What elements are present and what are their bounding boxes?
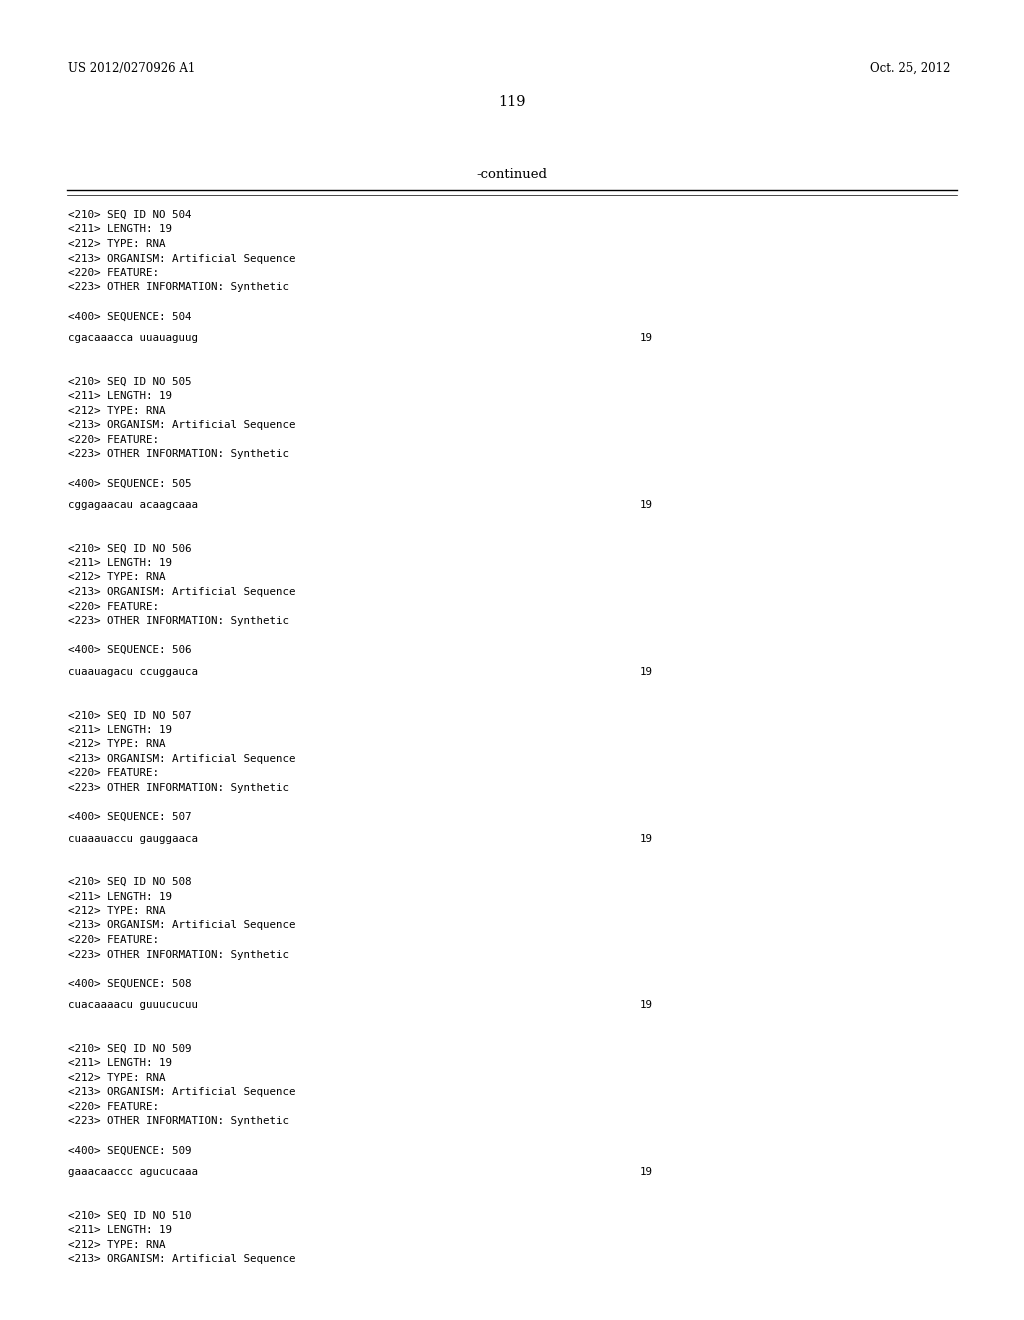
Text: <223> OTHER INFORMATION: Synthetic: <223> OTHER INFORMATION: Synthetic bbox=[68, 616, 289, 626]
Text: <211> LENGTH: 19: <211> LENGTH: 19 bbox=[68, 725, 172, 735]
Text: <213> ORGANISM: Artificial Sequence: <213> ORGANISM: Artificial Sequence bbox=[68, 1088, 296, 1097]
Text: cuaaauaccu gauggaaca: cuaaauaccu gauggaaca bbox=[68, 833, 198, 843]
Text: <210> SEQ ID NO 508: <210> SEQ ID NO 508 bbox=[68, 876, 191, 887]
Text: Oct. 25, 2012: Oct. 25, 2012 bbox=[869, 62, 950, 75]
Text: <211> LENGTH: 19: <211> LENGTH: 19 bbox=[68, 558, 172, 568]
Text: <212> TYPE: RNA: <212> TYPE: RNA bbox=[68, 573, 166, 582]
Text: <213> ORGANISM: Artificial Sequence: <213> ORGANISM: Artificial Sequence bbox=[68, 1254, 296, 1265]
Text: <400> SEQUENCE: 509: <400> SEQUENCE: 509 bbox=[68, 1146, 191, 1155]
Text: -continued: -continued bbox=[476, 168, 548, 181]
Text: <212> TYPE: RNA: <212> TYPE: RNA bbox=[68, 1239, 166, 1250]
Text: <212> TYPE: RNA: <212> TYPE: RNA bbox=[68, 906, 166, 916]
Text: <400> SEQUENCE: 504: <400> SEQUENCE: 504 bbox=[68, 312, 191, 322]
Text: <220> FEATURE:: <220> FEATURE: bbox=[68, 935, 159, 945]
Text: <220> FEATURE:: <220> FEATURE: bbox=[68, 1102, 159, 1111]
Text: 119: 119 bbox=[499, 95, 525, 110]
Text: <223> OTHER INFORMATION: Synthetic: <223> OTHER INFORMATION: Synthetic bbox=[68, 282, 289, 293]
Text: gaaacaaccc agucucaaa: gaaacaaccc agucucaaa bbox=[68, 1167, 198, 1177]
Text: <223> OTHER INFORMATION: Synthetic: <223> OTHER INFORMATION: Synthetic bbox=[68, 949, 289, 960]
Text: <220> FEATURE:: <220> FEATURE: bbox=[68, 602, 159, 611]
Text: <211> LENGTH: 19: <211> LENGTH: 19 bbox=[68, 391, 172, 401]
Text: <223> OTHER INFORMATION: Synthetic: <223> OTHER INFORMATION: Synthetic bbox=[68, 1117, 289, 1126]
Text: <212> TYPE: RNA: <212> TYPE: RNA bbox=[68, 239, 166, 249]
Text: <400> SEQUENCE: 507: <400> SEQUENCE: 507 bbox=[68, 812, 191, 822]
Text: 19: 19 bbox=[640, 1167, 653, 1177]
Text: 19: 19 bbox=[640, 333, 653, 343]
Text: <210> SEQ ID NO 510: <210> SEQ ID NO 510 bbox=[68, 1210, 191, 1221]
Text: <212> TYPE: RNA: <212> TYPE: RNA bbox=[68, 1073, 166, 1082]
Text: 19: 19 bbox=[640, 1001, 653, 1010]
Text: <211> LENGTH: 19: <211> LENGTH: 19 bbox=[68, 224, 172, 235]
Text: cgacaaacca uuauaguug: cgacaaacca uuauaguug bbox=[68, 333, 198, 343]
Text: 19: 19 bbox=[640, 500, 653, 510]
Text: cuaauagacu ccuggauca: cuaauagacu ccuggauca bbox=[68, 667, 198, 677]
Text: <210> SEQ ID NO 507: <210> SEQ ID NO 507 bbox=[68, 710, 191, 721]
Text: <211> LENGTH: 19: <211> LENGTH: 19 bbox=[68, 891, 172, 902]
Text: <400> SEQUENCE: 506: <400> SEQUENCE: 506 bbox=[68, 645, 191, 655]
Text: <213> ORGANISM: Artificial Sequence: <213> ORGANISM: Artificial Sequence bbox=[68, 587, 296, 597]
Text: US 2012/0270926 A1: US 2012/0270926 A1 bbox=[68, 62, 196, 75]
Text: <211> LENGTH: 19: <211> LENGTH: 19 bbox=[68, 1225, 172, 1236]
Text: <212> TYPE: RNA: <212> TYPE: RNA bbox=[68, 739, 166, 750]
Text: <210> SEQ ID NO 505: <210> SEQ ID NO 505 bbox=[68, 376, 191, 387]
Text: <213> ORGANISM: Artificial Sequence: <213> ORGANISM: Artificial Sequence bbox=[68, 920, 296, 931]
Text: <213> ORGANISM: Artificial Sequence: <213> ORGANISM: Artificial Sequence bbox=[68, 754, 296, 764]
Text: <400> SEQUENCE: 505: <400> SEQUENCE: 505 bbox=[68, 478, 191, 488]
Text: cuacaaaacu guuucucuu: cuacaaaacu guuucucuu bbox=[68, 1001, 198, 1010]
Text: 19: 19 bbox=[640, 667, 653, 677]
Text: <212> TYPE: RNA: <212> TYPE: RNA bbox=[68, 405, 166, 416]
Text: <223> OTHER INFORMATION: Synthetic: <223> OTHER INFORMATION: Synthetic bbox=[68, 783, 289, 793]
Text: <220> FEATURE:: <220> FEATURE: bbox=[68, 768, 159, 779]
Text: cggagaacau acaagcaaa: cggagaacau acaagcaaa bbox=[68, 500, 198, 510]
Text: <210> SEQ ID NO 506: <210> SEQ ID NO 506 bbox=[68, 544, 191, 553]
Text: <213> ORGANISM: Artificial Sequence: <213> ORGANISM: Artificial Sequence bbox=[68, 420, 296, 430]
Text: <213> ORGANISM: Artificial Sequence: <213> ORGANISM: Artificial Sequence bbox=[68, 253, 296, 264]
Text: <400> SEQUENCE: 508: <400> SEQUENCE: 508 bbox=[68, 978, 191, 989]
Text: <210> SEQ ID NO 504: <210> SEQ ID NO 504 bbox=[68, 210, 191, 220]
Text: <220> FEATURE:: <220> FEATURE: bbox=[68, 268, 159, 279]
Text: <210> SEQ ID NO 509: <210> SEQ ID NO 509 bbox=[68, 1044, 191, 1053]
Text: <211> LENGTH: 19: <211> LENGTH: 19 bbox=[68, 1059, 172, 1068]
Text: 19: 19 bbox=[640, 833, 653, 843]
Text: <223> OTHER INFORMATION: Synthetic: <223> OTHER INFORMATION: Synthetic bbox=[68, 449, 289, 459]
Text: <220> FEATURE:: <220> FEATURE: bbox=[68, 434, 159, 445]
